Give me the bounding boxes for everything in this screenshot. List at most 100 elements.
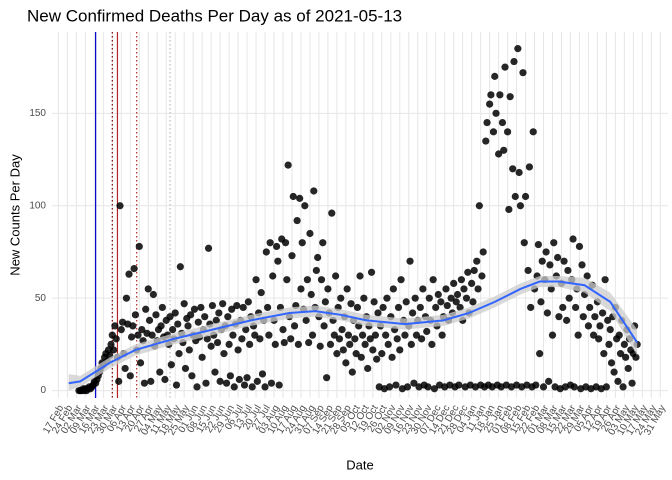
- y-tick-label: 50: [35, 293, 47, 304]
- point: [335, 335, 344, 343]
- point: [281, 239, 290, 247]
- point: [438, 331, 446, 339]
- point: [498, 118, 507, 127]
- point: [425, 294, 433, 302]
- point: [407, 340, 415, 348]
- point: [169, 326, 177, 334]
- point: [432, 303, 440, 312]
- point: [392, 381, 400, 389]
- point: [212, 316, 220, 324]
- point: [194, 318, 202, 326]
- point: [460, 285, 468, 293]
- point: [344, 331, 353, 339]
- point: [157, 322, 165, 330]
- point: [545, 377, 553, 385]
- point: [138, 326, 146, 334]
- y-tick-label: 0: [40, 385, 46, 396]
- point: [188, 372, 196, 380]
- point: [152, 311, 160, 319]
- point: [176, 263, 184, 271]
- x-axis-label: Date: [346, 457, 373, 472]
- point: [284, 161, 292, 169]
- point: [187, 311, 195, 319]
- point: [500, 146, 508, 154]
- point: [397, 276, 405, 284]
- point: [280, 338, 288, 347]
- point: [174, 320, 182, 328]
- point: [548, 331, 557, 339]
- point: [403, 383, 412, 391]
- point: [207, 342, 215, 350]
- point: [127, 333, 136, 341]
- point: [598, 309, 607, 317]
- point: [204, 244, 213, 252]
- point: [264, 303, 272, 312]
- point: [261, 383, 269, 391]
- point: [602, 383, 611, 391]
- point: [323, 374, 331, 382]
- point: [538, 257, 546, 265]
- point: [301, 202, 309, 210]
- point: [524, 266, 532, 275]
- point: [140, 379, 148, 387]
- point: [560, 257, 568, 265]
- point: [361, 340, 369, 348]
- point: [563, 316, 571, 324]
- point: [262, 248, 270, 256]
- point: [107, 340, 115, 348]
- point: [142, 305, 150, 313]
- point: [468, 279, 476, 287]
- point: [547, 285, 555, 293]
- y-tick-label: 150: [29, 108, 46, 119]
- point: [520, 239, 528, 247]
- point: [121, 364, 129, 373]
- point: [615, 331, 623, 339]
- point: [202, 379, 210, 387]
- point: [251, 331, 259, 339]
- point: [208, 301, 217, 310]
- point: [456, 303, 464, 312]
- point: [411, 294, 419, 302]
- point: [607, 359, 616, 367]
- point: [246, 340, 254, 348]
- point: [308, 331, 317, 339]
- point: [158, 303, 166, 312]
- point: [258, 370, 267, 378]
- point: [337, 294, 345, 302]
- point: [213, 338, 222, 347]
- point: [596, 322, 604, 330]
- point: [135, 242, 143, 251]
- point: [543, 309, 551, 317]
- point: [418, 335, 426, 343]
- point: [279, 326, 287, 334]
- point: [312, 266, 320, 275]
- point: [429, 276, 437, 284]
- point: [326, 340, 335, 348]
- point: [447, 294, 455, 302]
- point: [314, 253, 322, 262]
- point: [244, 298, 252, 306]
- point: [358, 331, 367, 339]
- point: [595, 335, 603, 343]
- point: [534, 240, 542, 249]
- point: [388, 353, 396, 361]
- point: [550, 239, 558, 247]
- point: [474, 285, 482, 293]
- point: [240, 381, 249, 389]
- point: [228, 305, 236, 313]
- y-axis-label: New Counts Per Day: [7, 154, 22, 276]
- point: [527, 303, 535, 312]
- point: [352, 350, 360, 358]
- point: [443, 301, 451, 310]
- point: [294, 340, 302, 348]
- point: [211, 368, 219, 376]
- point: [339, 346, 347, 354]
- point: [122, 294, 131, 302]
- point: [462, 294, 471, 302]
- point: [306, 229, 314, 238]
- point: [591, 313, 599, 321]
- point: [546, 261, 554, 269]
- point: [167, 361, 175, 369]
- point: [117, 326, 125, 334]
- point: [229, 331, 237, 339]
